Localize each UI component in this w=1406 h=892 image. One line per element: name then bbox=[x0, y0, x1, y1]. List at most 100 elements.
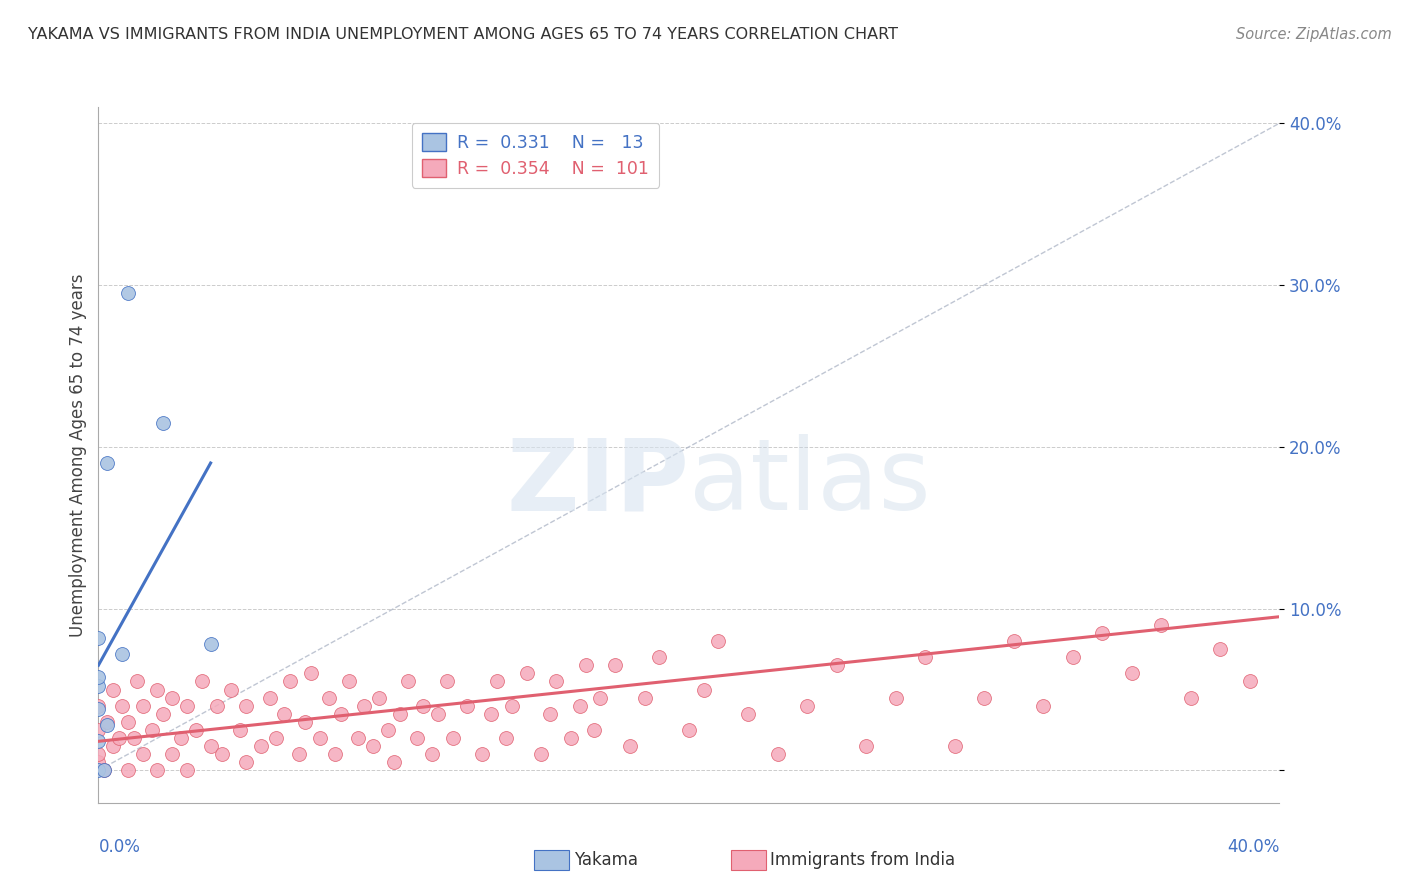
Point bbox=[436, 674, 458, 689]
Point bbox=[361, 739, 384, 754]
Point bbox=[943, 739, 966, 754]
Point bbox=[855, 739, 877, 754]
Point bbox=[235, 698, 257, 713]
Point bbox=[264, 731, 287, 745]
Point bbox=[538, 706, 561, 721]
Point bbox=[103, 739, 125, 754]
Point bbox=[530, 747, 553, 762]
Point bbox=[515, 666, 537, 681]
Point bbox=[111, 647, 134, 661]
Point bbox=[707, 634, 730, 648]
Point bbox=[495, 731, 517, 745]
Point bbox=[87, 702, 110, 716]
Point bbox=[170, 731, 193, 745]
Point bbox=[574, 658, 596, 673]
Text: 40.0%: 40.0% bbox=[1227, 838, 1279, 856]
Point bbox=[456, 698, 478, 713]
Point bbox=[294, 714, 316, 729]
Point bbox=[87, 631, 110, 645]
Point bbox=[396, 674, 419, 689]
Point bbox=[486, 674, 509, 689]
Point bbox=[309, 731, 332, 745]
Point bbox=[1091, 626, 1114, 640]
Point bbox=[884, 690, 907, 705]
Point bbox=[347, 731, 370, 745]
Point bbox=[560, 731, 582, 745]
Point bbox=[583, 723, 606, 737]
Point bbox=[176, 698, 198, 713]
Point bbox=[152, 416, 174, 430]
Text: ZIP: ZIP bbox=[506, 434, 689, 532]
Point bbox=[184, 723, 207, 737]
Point bbox=[200, 637, 222, 651]
Point bbox=[1002, 634, 1025, 648]
Point bbox=[589, 690, 612, 705]
Point bbox=[501, 698, 523, 713]
Point bbox=[619, 739, 641, 754]
Point bbox=[323, 747, 346, 762]
Point bbox=[96, 718, 118, 732]
Point bbox=[250, 739, 273, 754]
Point bbox=[122, 731, 145, 745]
Point bbox=[219, 682, 242, 697]
Point bbox=[111, 698, 134, 713]
Point bbox=[368, 690, 391, 705]
Point bbox=[766, 747, 789, 762]
Point bbox=[117, 764, 139, 778]
Point bbox=[141, 723, 163, 737]
Point bbox=[191, 674, 214, 689]
Point bbox=[87, 756, 110, 770]
Point bbox=[1180, 690, 1202, 705]
Text: YAKAMA VS IMMIGRANTS FROM INDIA UNEMPLOYMENT AMONG AGES 65 TO 74 YEARS CORRELATI: YAKAMA VS IMMIGRANTS FROM INDIA UNEMPLOY… bbox=[28, 27, 898, 42]
Point bbox=[259, 690, 281, 705]
Point bbox=[273, 706, 295, 721]
Point bbox=[796, 698, 818, 713]
Point bbox=[278, 674, 302, 689]
Point bbox=[125, 674, 148, 689]
Text: Immigrants from India: Immigrants from India bbox=[770, 851, 956, 869]
Point bbox=[678, 723, 700, 737]
Point bbox=[1239, 674, 1261, 689]
Point bbox=[87, 670, 110, 684]
Point bbox=[318, 690, 340, 705]
Point bbox=[1032, 698, 1054, 713]
Point bbox=[176, 764, 198, 778]
Point bbox=[152, 706, 174, 721]
Point bbox=[329, 706, 352, 721]
Point bbox=[648, 650, 671, 665]
Point bbox=[1121, 666, 1143, 681]
Point bbox=[103, 682, 125, 697]
Point bbox=[568, 698, 591, 713]
Point bbox=[299, 666, 322, 681]
Point bbox=[162, 690, 183, 705]
Point bbox=[211, 747, 233, 762]
Point bbox=[117, 286, 139, 301]
Point bbox=[162, 747, 183, 762]
Point bbox=[1209, 642, 1232, 657]
Point bbox=[973, 690, 995, 705]
Point bbox=[96, 456, 118, 470]
Point bbox=[605, 658, 627, 673]
Point bbox=[93, 764, 115, 778]
Point bbox=[1150, 617, 1173, 632]
Point bbox=[93, 764, 115, 778]
Point bbox=[87, 747, 110, 762]
Point bbox=[427, 706, 450, 721]
Point bbox=[87, 679, 110, 693]
Point bbox=[146, 682, 169, 697]
Point bbox=[200, 739, 222, 754]
Point bbox=[87, 698, 110, 713]
Point bbox=[87, 734, 110, 748]
Point bbox=[412, 698, 434, 713]
Point bbox=[108, 731, 131, 745]
Point bbox=[441, 731, 464, 745]
Point bbox=[96, 714, 118, 729]
Point bbox=[229, 723, 252, 737]
Text: Yakama: Yakama bbox=[574, 851, 638, 869]
Point bbox=[544, 674, 567, 689]
Point bbox=[337, 674, 360, 689]
Point bbox=[914, 650, 936, 665]
Point bbox=[353, 698, 375, 713]
Point bbox=[471, 747, 494, 762]
Y-axis label: Unemployment Among Ages 65 to 74 years: Unemployment Among Ages 65 to 74 years bbox=[69, 273, 87, 637]
